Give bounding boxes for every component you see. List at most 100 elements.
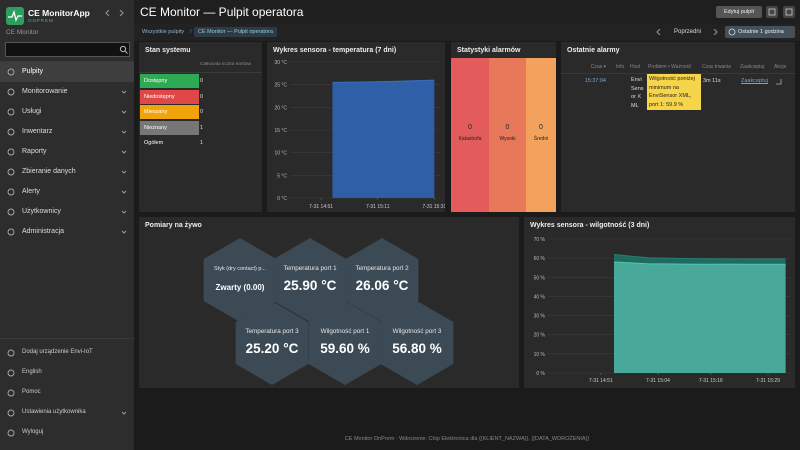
y-tick-label: 10 °C — [274, 151, 287, 157]
icon-shape — [7, 168, 15, 176]
menu-label: Usługi — [22, 108, 42, 115]
column-header: Akcje — [774, 64, 787, 70]
menu-item[interactable]: Użytkownicy — [0, 202, 134, 222]
alarm-duration: 3m 11s — [703, 78, 721, 84]
previous-button[interactable]: Poprzedni — [674, 29, 702, 35]
menu-icon — [7, 208, 15, 216]
chevron — [121, 90, 127, 94]
bottom-menu-item[interactable]: English — [0, 363, 134, 383]
menu-icon — [7, 88, 15, 96]
bottom-menu-item[interactable]: Pomoc — [0, 383, 134, 403]
humidity-chart: 0 % 10 % 20 % 30 % 40 % 50 % 60 % 70 % 7-31 14:5… — [534, 237, 790, 384]
menu-item[interactable]: Alerty — [0, 182, 134, 202]
y-tick-label: 30 % — [534, 314, 546, 320]
bottom-menu-item[interactable]: Dodaj urządzenie Envi-IoT — [0, 343, 134, 363]
menu-label: Monitorowanie — [22, 88, 68, 95]
status-count: 1 — [200, 124, 204, 131]
search-box[interactable] — [5, 42, 130, 57]
y-tick-label: 25 °C — [274, 83, 287, 89]
bottom-menu-item[interactable]: Wyloguj — [0, 423, 134, 443]
bottom-menu-item[interactable]: Ustawienia użytkownika — [0, 403, 134, 423]
chevron-icon — [713, 29, 718, 35]
menu-item[interactable]: Usługi — [0, 102, 134, 122]
menu-item[interactable]: Zbieranie danych — [0, 162, 134, 182]
separator — [0, 338, 134, 339]
time-range[interactable]: Ostatnie 1 godzina — [725, 26, 795, 38]
breadcrumb-current: CE Monitor — Pulpit operatora — [194, 27, 277, 37]
menu-label: Zbieranie danych — [22, 168, 76, 175]
area — [332, 80, 435, 198]
area-line — [613, 253, 786, 260]
menu-item[interactable]: Raporty — [0, 142, 134, 162]
y-tick-label: 70 % — [534, 237, 546, 243]
alarm-label: Wysoki — [499, 136, 516, 142]
y-tick-label: 20 % — [534, 333, 546, 339]
icon-shape — [7, 68, 15, 76]
x-tick-label: 7-31 15:11 — [366, 204, 390, 210]
menu-icon — [7, 369, 15, 377]
alarm-time: 15:37:04 — [584, 78, 606, 84]
y-tick-label: 30 °C — [274, 60, 287, 66]
chevron — [713, 29, 718, 35]
chevron — [656, 29, 661, 35]
menu-icon — [7, 228, 15, 236]
chevron-icon — [121, 190, 127, 194]
ack-link[interactable]: Zaakceptuj — [741, 78, 768, 84]
edit-button[interactable]: Edytuj pulpit — [716, 6, 762, 18]
alarm-stat: 0 Średni — [526, 58, 556, 212]
live-tiles: Styk (dry contact) p... Zwarty (0.00) Temp… — [203, 238, 454, 385]
tile-value: Zwarty (0.00) — [216, 283, 265, 292]
menu-item[interactable]: Pulpity — [0, 62, 134, 82]
menu-label: Wyloguj — [22, 429, 44, 435]
temperature-chart-panel: Wykres sensora - temperatura (7 dni) 0 °C… — [267, 42, 445, 212]
humidity-chart-panel: Wykres sensora - wilgotność (3 dni) 0 % 10… — [524, 217, 795, 388]
icon-shape — [785, 8, 793, 16]
icon-shape — [7, 128, 15, 136]
status-label: Dostępny — [140, 74, 199, 88]
column-header: Host — [630, 64, 641, 70]
alarm-label: Średni — [533, 136, 549, 142]
chevron-icon — [121, 90, 127, 94]
glass — [119, 45, 127, 53]
icon-shape — [7, 409, 15, 417]
hex-tile — [308, 301, 382, 385]
clock — [728, 28, 736, 36]
icon-shape — [7, 349, 15, 357]
menu-icon — [7, 429, 15, 437]
column-header: Problem • Ważność — [648, 64, 692, 70]
icon-button[interactable] — [766, 6, 778, 18]
app-logo — [6, 7, 24, 25]
menu-icon — [7, 409, 15, 417]
tile-value: 26.06 °C — [356, 278, 409, 293]
status-count: 0 — [200, 109, 204, 115]
menu-label: Pulpity — [22, 68, 44, 75]
hex-tile — [273, 238, 347, 322]
menu-item[interactable]: Monitorowanie — [0, 82, 134, 102]
tile-label: Wilgotność port 3 — [393, 328, 442, 335]
alarm-stat: 0 Katastrofa — [451, 58, 489, 212]
icon-shape — [7, 369, 15, 377]
icon-shape — [7, 429, 15, 437]
menu-item[interactable]: Inwentarz — [0, 122, 134, 142]
separator — [0, 61, 134, 62]
y-tick-label: 10 % — [534, 352, 546, 358]
chevron — [105, 10, 110, 16]
area-line — [332, 79, 435, 83]
chevron — [121, 230, 127, 234]
tile-label: Temperatura port 3 — [245, 328, 299, 335]
menu-label: Administracja — [22, 228, 65, 235]
tile-value: 56.80 % — [392, 341, 442, 356]
hex-tile — [345, 238, 419, 322]
app-edition: ONPREM — [28, 18, 54, 23]
menu-item[interactable]: Administracja — [0, 222, 134, 242]
menu-icon — [7, 188, 15, 196]
chevron — [121, 210, 127, 214]
menu-icon — [7, 168, 15, 176]
status-label: Nieznany — [140, 120, 199, 135]
tile-value: 25.20 °C — [246, 341, 299, 356]
breadcrumb-link[interactable]: Wszystkie pulpity — [142, 29, 185, 35]
chevron-icon — [119, 10, 124, 16]
menu-label: Alerty — [22, 188, 40, 195]
tile-label: Temperatura port 2 — [355, 265, 409, 272]
icon-button[interactable] — [783, 6, 795, 18]
